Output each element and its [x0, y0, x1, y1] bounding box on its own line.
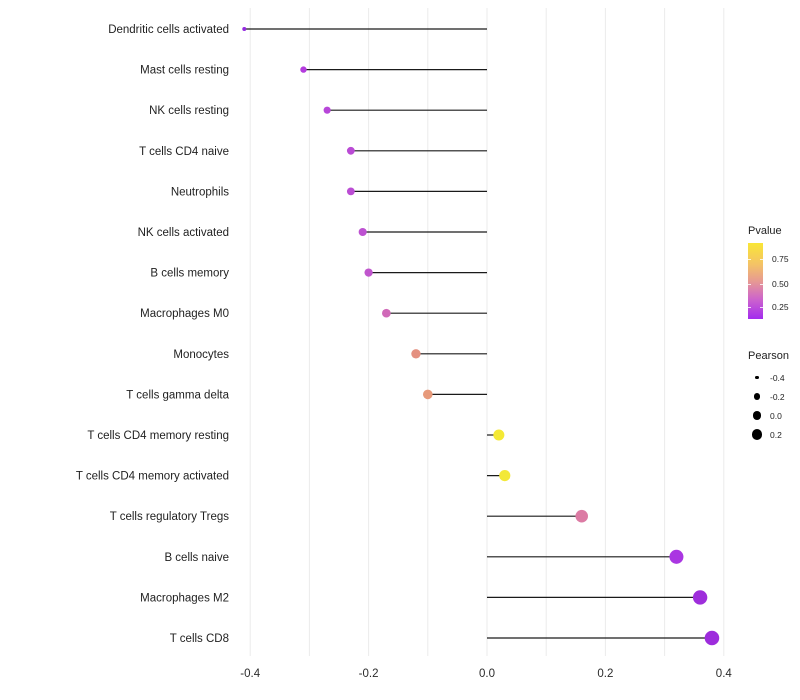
legend-pearson-label: -0.2 — [770, 391, 785, 402]
legend-pvalue: Pvalue 0.75 0.50 0.25 — [748, 225, 789, 319]
x-tick-label: 0.2 — [597, 668, 613, 680]
x-tick-label: -0.4 — [240, 668, 260, 680]
category-label: T cells CD4 naive — [139, 146, 229, 158]
data-point — [323, 106, 331, 114]
data-point — [692, 590, 708, 605]
legend-pearson-label: -0.4 — [770, 372, 785, 383]
category-label: T cells CD8 — [170, 633, 229, 645]
legend-pearson-dot — [753, 393, 761, 400]
data-point — [364, 268, 373, 277]
category-label: T cells CD4 memory resting — [87, 430, 229, 442]
data-point — [346, 187, 355, 196]
category-label: Mast cells resting — [140, 65, 229, 77]
legend-pearson-item: -0.2 — [748, 387, 789, 406]
data-point — [346, 146, 355, 155]
legend-pearson: Pearson -0.4 -0.2 0.0 0.2 — [748, 350, 789, 444]
pvalue-tick-label: 0.75 — [772, 254, 789, 264]
legend-pearson-label: 0.2 — [770, 429, 782, 440]
legend-pearson-title: Pearson — [748, 350, 789, 362]
data-point — [575, 509, 588, 523]
category-label: Macrophages M0 — [140, 308, 229, 320]
x-tick-label: 0.0 — [479, 668, 495, 680]
pvalue-gradient-tick — [760, 306, 763, 308]
data-point — [704, 630, 720, 646]
data-point — [242, 27, 247, 31]
pvalue-gradient-tick — [748, 306, 751, 308]
pvalue-gradient-bar — [748, 243, 763, 319]
legend-pearson-label: 0.0 — [770, 410, 782, 421]
category-label: NK cells activated — [138, 227, 229, 239]
legend-pearson-item: -0.4 — [748, 368, 789, 387]
legend-pearson-items: -0.4 -0.2 0.0 0.2 — [748, 368, 789, 444]
data-point — [358, 227, 367, 237]
data-point — [422, 389, 433, 400]
legend-pvalue-title: Pvalue — [748, 225, 782, 237]
pvalue-gradient-tick — [760, 284, 763, 286]
pvalue-tick-label: 0.50 — [772, 279, 789, 289]
category-label: Monocytes — [173, 349, 229, 361]
data-point — [382, 308, 391, 318]
category-label: T cells gamma delta — [126, 389, 229, 401]
category-label: NK cells resting — [149, 105, 229, 117]
x-tick-label: 0.4 — [716, 668, 733, 680]
data-point — [411, 349, 421, 359]
pvalue-gradient-wrap: 0.75 0.50 0.25 — [748, 243, 789, 319]
category-label: B cells memory — [150, 268, 229, 280]
legend-pearson-dot — [752, 411, 762, 420]
x-tick-label: -0.2 — [359, 668, 379, 680]
pvalue-gradient-tick — [748, 258, 751, 260]
legend-pearson-item: 0.2 — [748, 425, 789, 444]
pvalue-gradient-tick — [748, 284, 751, 286]
category-label: B cells naive — [164, 552, 229, 564]
pvalue-tick-label: 0.25 — [772, 302, 789, 312]
data-point — [669, 549, 684, 564]
pvalue-gradient-tick — [760, 258, 763, 260]
category-label: Neutrophils — [171, 186, 229, 198]
legend-pearson-dot — [751, 429, 763, 440]
data-point — [499, 470, 511, 482]
data-point — [493, 429, 505, 441]
category-label: Macrophages M2 — [140, 592, 229, 604]
category-label: T cells regulatory Tregs — [110, 511, 230, 523]
category-label: Dendritic cells activated — [108, 24, 229, 36]
legend-pearson-dot — [755, 375, 759, 380]
legend-pearson-item: 0.0 — [748, 406, 789, 425]
data-point — [300, 66, 307, 73]
category-label: T cells CD4 memory activated — [76, 471, 229, 483]
